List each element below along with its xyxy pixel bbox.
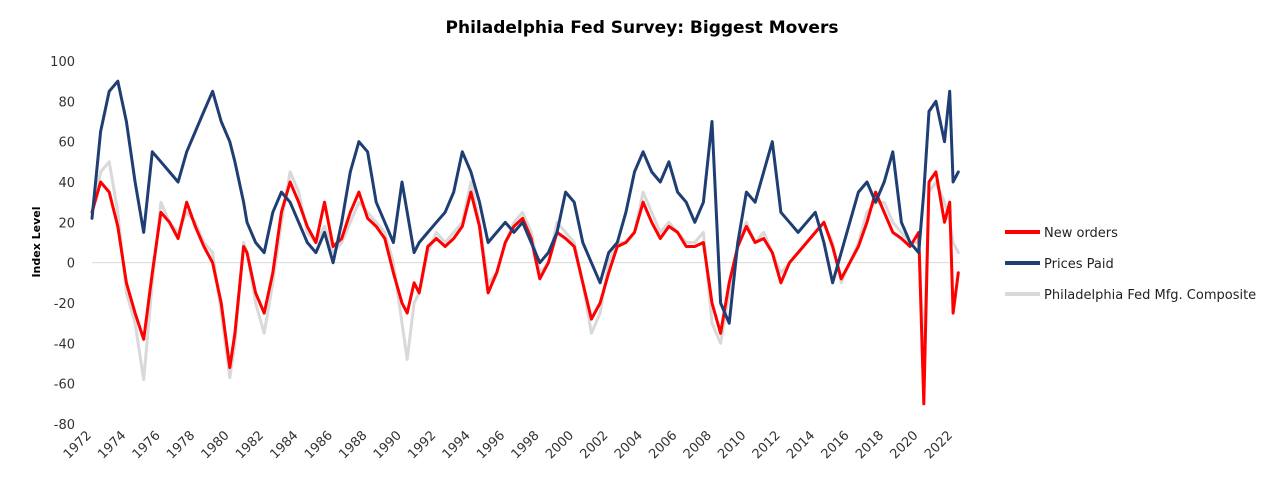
x-tick-label: 1992 bbox=[405, 428, 439, 462]
x-tick-label: 2006 bbox=[646, 428, 680, 462]
x-tick-label: 2018 bbox=[853, 428, 887, 462]
y-tick-label: -20 bbox=[54, 297, 75, 312]
legend: New orders Prices Paid Philadelphia Fed Mf… bbox=[1005, 226, 1256, 303]
series-line-prices-paid bbox=[90, 79, 960, 325]
x-tick-label: 1980 bbox=[199, 428, 233, 462]
x-tick-label: 2002 bbox=[577, 428, 611, 462]
x-axis-ticks: 1972 1974 1976 1978 1980 1982 1984 1986 1988 1990… bbox=[61, 428, 956, 462]
x-tick-label: 2022 bbox=[922, 428, 956, 462]
x-tick-label: 2020 bbox=[887, 428, 921, 462]
y-tick-label: 60 bbox=[58, 136, 75, 151]
x-tick-label: 1976 bbox=[130, 428, 164, 462]
y-axis-ticks: 100 80 60 40 20 0 -20 -40 -60 -80 bbox=[50, 55, 75, 433]
x-tick-label: 1974 bbox=[95, 428, 129, 462]
x-tick-label: 2010 bbox=[715, 428, 749, 462]
x-tick-label: 1994 bbox=[440, 428, 474, 462]
x-tick-label: 2012 bbox=[750, 428, 784, 462]
series-line-philadelphia-fed-mfg-composite bbox=[90, 160, 960, 382]
y-tick-label: 100 bbox=[50, 55, 75, 70]
chart-title: Philadelphia Fed Survey: Biggest Movers bbox=[446, 18, 839, 38]
legend-label: Prices Paid bbox=[1044, 257, 1114, 272]
legend-label: New orders bbox=[1044, 226, 1118, 241]
y-tick-label: -60 bbox=[54, 378, 75, 393]
x-tick-label: 2000 bbox=[543, 428, 577, 462]
y-tick-label: -80 bbox=[54, 418, 75, 433]
y-tick-label: 80 bbox=[58, 95, 75, 110]
x-tick-label: 1984 bbox=[267, 428, 301, 462]
x-tick-label: 2014 bbox=[784, 428, 818, 462]
x-tick-label: 1988 bbox=[336, 428, 370, 462]
x-tick-label: 1978 bbox=[164, 428, 198, 462]
x-tick-label: 1996 bbox=[474, 428, 508, 462]
series-line-new-orders bbox=[90, 170, 960, 406]
y-tick-label: 40 bbox=[58, 176, 75, 191]
x-tick-label: 1990 bbox=[371, 428, 405, 462]
x-tick-label: 2004 bbox=[612, 428, 646, 462]
y-tick-label: 20 bbox=[58, 216, 75, 231]
x-tick-label: 2016 bbox=[819, 428, 853, 462]
y-axis-label: Index Level bbox=[30, 206, 43, 277]
x-tick-label: 1982 bbox=[233, 428, 267, 462]
series-group bbox=[90, 79, 960, 406]
y-tick-label: 0 bbox=[67, 257, 75, 272]
x-tick-label: 1972 bbox=[61, 428, 95, 462]
y-tick-label: -40 bbox=[54, 337, 75, 352]
x-tick-label: 1998 bbox=[509, 428, 543, 462]
x-tick-label: 1986 bbox=[302, 428, 336, 462]
legend-label: Philadelphia Fed Mfg. Composite bbox=[1044, 288, 1256, 303]
x-tick-label: 2008 bbox=[681, 428, 715, 462]
